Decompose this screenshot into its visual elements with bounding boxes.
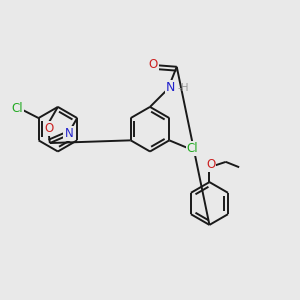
Text: N: N (64, 127, 73, 140)
Text: O: O (148, 58, 158, 71)
Text: -H: -H (177, 83, 189, 93)
Text: O: O (44, 122, 53, 135)
Text: O: O (206, 158, 216, 171)
Text: N: N (166, 81, 175, 94)
Text: Cl: Cl (11, 102, 23, 115)
Text: Cl: Cl (187, 142, 198, 155)
